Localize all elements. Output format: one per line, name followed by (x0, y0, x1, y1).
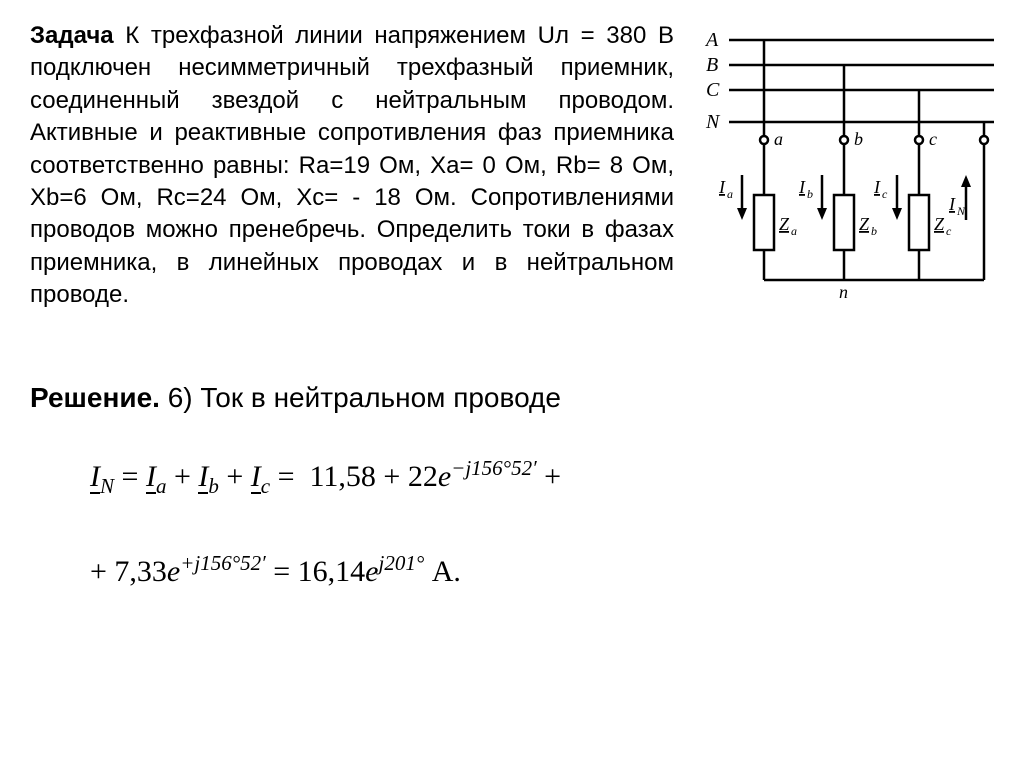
plus-trail: + (544, 460, 561, 493)
svg-text:c: c (946, 224, 952, 238)
circuit-svg: A B C N a I a Z a (694, 20, 994, 300)
top-row: Задача К трехфазной линии напряжением Uл… (30, 20, 994, 312)
svg-text:c: c (882, 187, 888, 201)
svg-text:Z: Z (859, 214, 870, 234)
svg-text:n: n (839, 282, 848, 300)
val-2: 22 (408, 460, 438, 493)
svg-text:I: I (718, 177, 726, 197)
svg-text:N: N (956, 204, 966, 218)
problem-label: Задача (30, 22, 114, 49)
eq: = (273, 555, 297, 588)
formula-line-2: + 7,33e+j156°52′ = 16,14ej201° A. (90, 549, 994, 593)
svg-text:Z: Z (934, 214, 945, 234)
svg-text:C: C (706, 79, 720, 101)
svg-text:a: a (774, 129, 783, 149)
svg-text:I: I (873, 177, 881, 197)
formula-block: IN = Ia + Ib + Ic = 11,58 + 22e−j156°52′… (30, 454, 994, 593)
svg-text:Z: Z (779, 214, 790, 234)
svg-text:a: a (791, 224, 797, 238)
exp-4: j201° (379, 551, 425, 575)
plus-2: + (90, 555, 114, 588)
unit: A. (432, 555, 461, 588)
plus-1: + (383, 460, 407, 493)
svg-text:c: c (929, 129, 937, 149)
svg-text:I: I (798, 177, 806, 197)
solution-heading: Решение. 6) Ток в нейтральном проводе (30, 382, 994, 414)
solution-label: Решение. (30, 382, 160, 413)
svg-text:b: b (871, 224, 877, 238)
solution-step: 6) Ток в нейтральном проводе (160, 382, 561, 413)
val-1: 11,58 (310, 460, 376, 493)
svg-text:B: B (706, 54, 718, 76)
svg-text:N: N (705, 111, 721, 133)
svg-text:A: A (704, 29, 719, 51)
problem-body: К трехфазной линии напряжением Uл = 380 … (30, 22, 674, 308)
val-4: 16,14 (298, 555, 366, 588)
problem-statement: Задача К трехфазной линии напряжением Uл… (30, 20, 674, 312)
svg-text:a: a (727, 187, 733, 201)
formula-line-1: IN = Ia + Ib + Ic = 11,58 + 22e−j156°52′… (90, 454, 994, 501)
val-3: 7,33 (114, 555, 167, 588)
svg-text:b: b (807, 187, 813, 201)
exp-2: −j156°52′ (451, 456, 537, 480)
svg-text:b: b (854, 129, 863, 149)
exp-3: +j156°52′ (180, 551, 266, 575)
svg-text:I: I (948, 194, 956, 214)
circuit-diagram: A B C N a I a Z a (694, 20, 994, 305)
